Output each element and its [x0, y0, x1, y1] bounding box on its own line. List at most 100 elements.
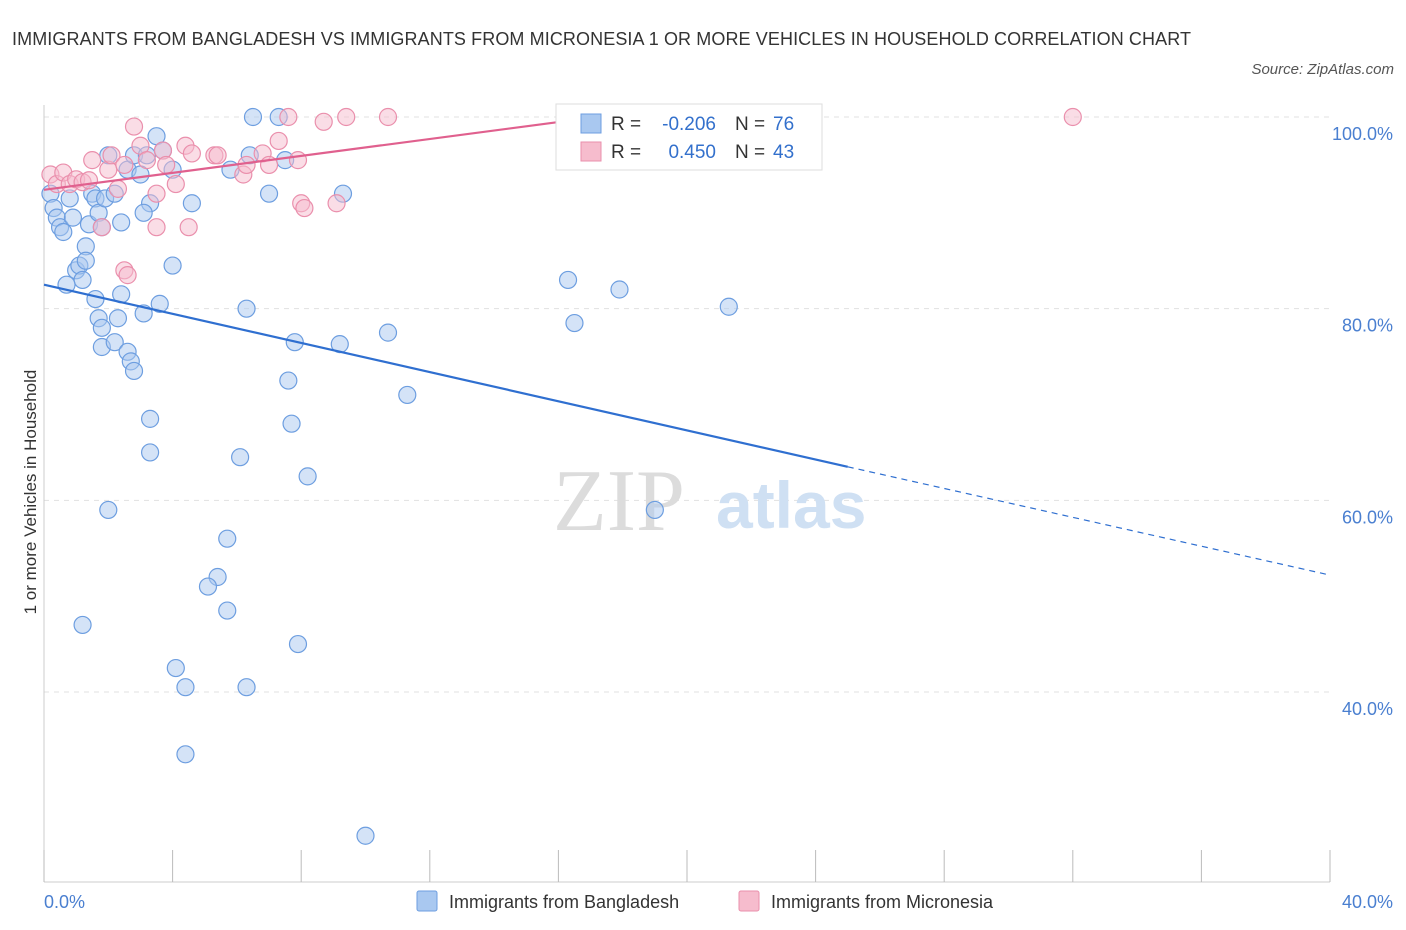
micronesia-point	[108, 179, 128, 198]
bangladesh-point	[176, 678, 195, 697]
legend-label-bangladesh: Immigrants from Bangladesh	[449, 892, 679, 912]
source-note: Source: ZipAtlas.com	[1251, 61, 1394, 78]
series-micronesia-points	[41, 107, 1082, 285]
watermark-zip: ZIP	[553, 453, 685, 550]
bangladesh-point	[288, 634, 308, 654]
micronesia-point	[124, 117, 144, 136]
micronesia-point	[147, 218, 166, 237]
bangladesh-point	[63, 208, 83, 227]
micronesia-point	[314, 112, 333, 131]
bangladesh-point	[140, 409, 160, 428]
micronesia-point	[166, 174, 185, 194]
bangladesh-point	[719, 297, 738, 316]
bangladesh-point	[243, 107, 263, 127]
bangladesh-point	[150, 294, 169, 313]
y-tick-label-3: 40.0%	[1342, 699, 1393, 719]
bangladesh-point	[558, 270, 578, 290]
micronesia-point	[147, 184, 166, 203]
trend-line-bangladesh-extrapolated	[847, 466, 1331, 576]
micronesia-point	[118, 266, 137, 285]
bangladesh-point	[218, 529, 237, 548]
bangladesh-point	[378, 323, 398, 342]
bangladesh-point	[86, 289, 105, 309]
stats-n-value-1: 76	[773, 114, 794, 135]
trend-line-bangladesh	[43, 283, 848, 468]
series-bangladesh-points	[41, 107, 738, 845]
stats-r-label-2: R =	[611, 142, 641, 163]
watermark: ZIP atlas	[553, 453, 866, 550]
stats-n-label-2: N =	[735, 142, 765, 163]
y-tick-label-0: 100.0%	[1332, 124, 1393, 144]
stats-swatch-blue	[580, 113, 602, 134]
bangladesh-point	[112, 213, 131, 232]
bangladesh-point	[54, 222, 73, 242]
micronesia-point	[157, 155, 176, 175]
y-tick-label-2: 60.0%	[1342, 507, 1393, 527]
bangladesh-point	[237, 678, 256, 697]
legend-swatch-micronesia	[738, 890, 760, 912]
micronesia-point	[102, 146, 121, 165]
micronesia-point	[337, 107, 356, 127]
stats-r-value-2: 0.450	[668, 142, 716, 163]
bangladesh-point	[124, 361, 144, 381]
stats-n-value-2: 43	[773, 142, 794, 163]
bangladesh-point	[105, 333, 124, 352]
bangladesh-point	[198, 577, 218, 596]
bangladesh-point	[279, 371, 298, 390]
bangladesh-point	[140, 443, 160, 462]
stats-r-label-1: R =	[611, 114, 641, 135]
watermark-atlas: atlas	[716, 468, 866, 542]
bangladesh-point	[73, 270, 92, 290]
micronesia-point	[182, 144, 201, 163]
trend-lines	[43, 108, 1331, 576]
micronesia-point	[79, 171, 99, 190]
bangladesh-point	[298, 467, 317, 486]
chart-title: IMMIGRANTS FROM BANGLADESH VS IMMIGRANTS…	[12, 29, 1192, 49]
bangladesh-point	[99, 500, 118, 520]
stats-swatch-pink	[580, 141, 602, 162]
micronesia-point	[378, 107, 398, 127]
micronesia-point	[137, 151, 156, 170]
x-tick-label-max: 40.0%	[1342, 892, 1393, 912]
bottom-legend: Immigrants from Bangladesh Immigrants fr…	[416, 890, 994, 912]
micronesia-point	[115, 155, 134, 175]
legend-label-micronesia: Immigrants from Micronesia	[771, 892, 994, 912]
bangladesh-point	[231, 448, 250, 467]
bangladesh-point	[163, 256, 182, 275]
stats-r-value-1: -0.206	[662, 114, 716, 135]
micronesia-point	[327, 194, 346, 213]
bangladesh-point	[108, 309, 128, 328]
bangladesh-point	[134, 203, 153, 222]
bangladesh-point	[398, 385, 417, 405]
trend-line-micronesia	[43, 108, 655, 191]
bangladesh-point	[237, 299, 256, 318]
bangladesh-point	[176, 745, 195, 764]
micronesia-point	[83, 151, 102, 170]
micronesia-point	[279, 107, 298, 127]
micronesia-point	[208, 146, 227, 165]
micronesia-point	[288, 151, 308, 170]
micronesia-point	[295, 198, 314, 218]
x-tick-label-min: 0.0%	[44, 892, 85, 912]
bangladesh-point	[610, 280, 629, 299]
bangladesh-point	[645, 500, 664, 520]
micronesia-point	[179, 218, 198, 237]
stats-legend: R = -0.206 N = 76 R = 0.450 N = 43	[555, 103, 823, 171]
bangladesh-point	[92, 318, 111, 337]
gridlines	[44, 116, 1330, 693]
axes	[43, 105, 1331, 883]
bangladesh-point	[76, 251, 95, 270]
tick-labels: 100.0% 80.0% 60.0% 40.0% 0.0% 40.0%	[44, 124, 1393, 912]
bangladesh-point	[282, 414, 301, 433]
micronesia-point	[1063, 107, 1082, 127]
bangladesh-point	[356, 826, 375, 845]
legend-swatch-bangladesh	[416, 890, 438, 912]
bangladesh-point	[218, 601, 237, 620]
y-axis-label: 1 or more Vehicles in Household	[21, 370, 40, 615]
bangladesh-point	[182, 194, 201, 213]
bangladesh-point	[166, 658, 185, 678]
micronesia-point	[92, 218, 111, 237]
y-tick-label-1: 80.0%	[1342, 316, 1393, 336]
bangladesh-point	[259, 184, 279, 203]
